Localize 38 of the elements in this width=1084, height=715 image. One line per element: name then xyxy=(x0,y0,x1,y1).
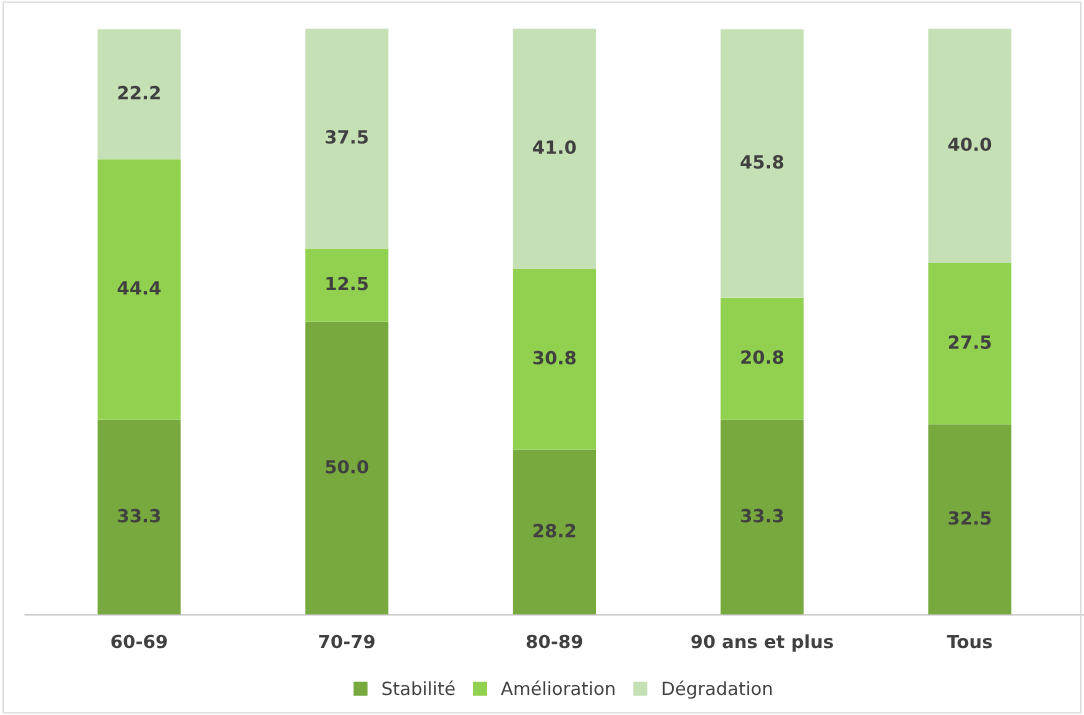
data-label: 37.5 xyxy=(325,130,368,144)
bar xyxy=(720,419,804,615)
data-label: 44.4 xyxy=(117,281,161,295)
data-label: 33.3 xyxy=(118,508,160,523)
bar xyxy=(720,29,804,298)
bar xyxy=(928,263,1012,425)
data-label: 32.5 xyxy=(948,511,991,525)
data-label: 33.3 xyxy=(741,508,783,523)
bar xyxy=(512,449,596,615)
x-tick-label: 90 ans et plus xyxy=(691,634,833,652)
legend-label: Amélioration xyxy=(500,680,615,696)
data-label: 41.0 xyxy=(533,140,576,155)
x-tick-label: 60-69 xyxy=(111,634,167,649)
bar xyxy=(305,248,389,322)
bar xyxy=(305,28,389,249)
data-label: 30.8 xyxy=(533,350,576,365)
bar xyxy=(97,419,181,615)
legend-label: Dégradation xyxy=(662,680,772,699)
bar xyxy=(97,159,181,420)
data-label: 50.0 xyxy=(325,459,369,474)
data-label: 40.0 xyxy=(948,137,992,152)
x-tick-label: Tous xyxy=(946,634,992,649)
x-tick-label: 70-79 xyxy=(319,634,375,649)
legend-label: Stabilité xyxy=(382,680,455,696)
data-label: 22.2 xyxy=(118,85,160,100)
bar xyxy=(928,424,1012,615)
bar xyxy=(305,321,389,615)
bar xyxy=(512,268,596,450)
data-label: 28.2 xyxy=(533,523,576,538)
data-label: 27.5 xyxy=(948,335,991,349)
bar xyxy=(97,29,181,160)
data-label: 20.8 xyxy=(741,350,784,364)
bar xyxy=(720,297,804,420)
bar xyxy=(512,28,596,269)
x-tick-label: 80-89 xyxy=(526,634,583,649)
data-label: 12.5 xyxy=(326,276,368,291)
bar xyxy=(928,28,1012,264)
data-label: 45.8 xyxy=(740,155,784,169)
